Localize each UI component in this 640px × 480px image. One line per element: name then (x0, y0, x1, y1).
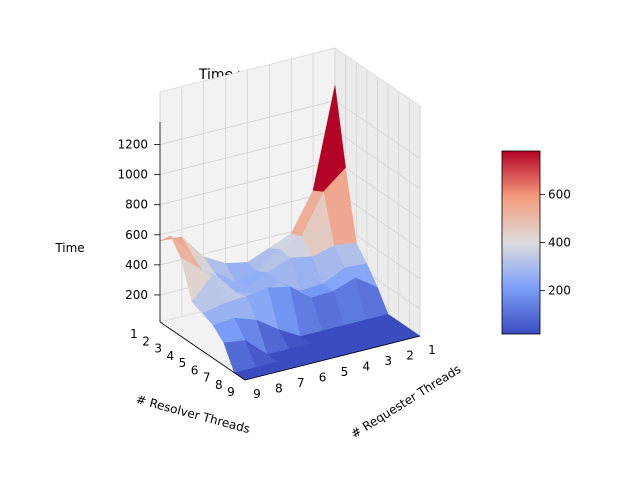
y-tick-label: 7 (297, 376, 305, 390)
z-tick-label: 600 (125, 228, 148, 242)
surface (159, 85, 421, 381)
z-tick-label: 1200 (117, 138, 148, 152)
y-tick-label: 6 (319, 371, 327, 385)
x-tick-label: 2 (142, 334, 150, 348)
y-tick-label: 4 (363, 360, 371, 374)
z-tick-label: 800 (125, 198, 148, 212)
x-tick-label: 4 (167, 349, 175, 363)
x-axis-line (159, 321, 246, 381)
z-tick-label: 200 (125, 288, 148, 302)
y-axis-label: # Requester Threads (348, 362, 463, 441)
colorbar-tick-label: 200 (548, 284, 571, 298)
y-tick-label: 2 (406, 349, 414, 363)
z-tick-label: 1000 (117, 168, 148, 182)
y-tick-label: 9 (253, 387, 261, 401)
y-tick-label: 1 (428, 343, 436, 357)
colorbar-tick-label: 400 (548, 236, 571, 250)
y-tick-label: 8 (275, 382, 283, 396)
y-tick-label: 5 (341, 365, 349, 379)
axis-lines (159, 122, 421, 381)
x-tick-label: 8 (215, 378, 223, 392)
x-tick-label: 1 (130, 327, 138, 341)
x-tick-label: 6 (191, 363, 199, 377)
colorbar-tick-label: 600 (548, 187, 571, 201)
z-axis-label: Time (54, 241, 84, 255)
colorbar-ticks: 200 400 600 (540, 187, 571, 298)
x-tick-label: 5 (179, 356, 187, 370)
colorbar (501, 150, 541, 335)
y-axis-line (244, 335, 421, 381)
x-tick-label: 3 (154, 342, 162, 356)
z-tick-label: 400 (125, 258, 148, 272)
x-tick-label: 9 (227, 385, 235, 399)
y-tick-label: 3 (384, 354, 392, 368)
x-tick-label: 7 (203, 371, 211, 385)
